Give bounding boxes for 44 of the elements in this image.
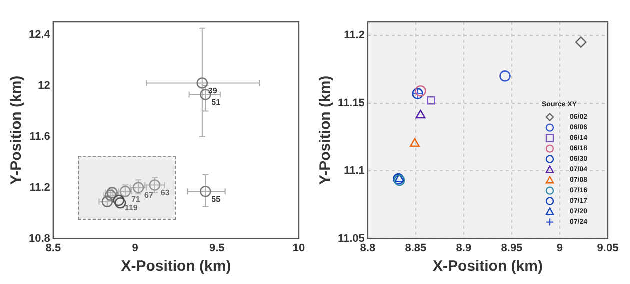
point — [410, 138, 420, 148]
x-tick-label: 10 — [292, 242, 306, 254]
y-tick-label: 12 — [38, 80, 50, 92]
point — [200, 186, 212, 198]
point — [500, 70, 511, 82]
annotation: 63 — [160, 188, 170, 198]
x-tick-label: 9.5 — [209, 242, 225, 254]
point — [394, 174, 405, 182]
x-tick-label: 8.8 — [360, 242, 376, 254]
point — [149, 180, 161, 191]
x-tick-label: 9 — [556, 242, 564, 254]
y-tick-label: 11.05 — [338, 232, 365, 245]
x-axis-title: X-Position (km) — [121, 258, 232, 276]
point — [113, 194, 125, 206]
x-tick-label: 9.05 — [597, 242, 619, 254]
x-tick-label: 8.85 — [405, 242, 427, 254]
annotation: 119 — [124, 204, 138, 213]
x-tick-label: 8.95 — [501, 242, 523, 254]
y-tick-label: 11.15 — [338, 97, 365, 110]
annotation: 55 — [212, 194, 222, 204]
annotation: 39 — [208, 86, 218, 96]
y-tick-label: 11.1 — [344, 165, 365, 178]
y-tick-label: 10.8 — [28, 232, 50, 245]
y-tick-label: 11.6 — [30, 130, 50, 143]
x-tick-label: 9 — [132, 242, 138, 254]
y-tick-label: 12.4 — [28, 28, 52, 41]
y-axis-title: Y-Position (km) — [8, 76, 26, 185]
annotation: 51 — [212, 98, 222, 107]
point — [120, 186, 132, 198]
x-tick-label: 8.9 — [456, 242, 472, 254]
x-tick-label: 8.5 — [46, 242, 62, 254]
point — [114, 197, 126, 209]
point — [416, 110, 426, 119]
point — [575, 36, 587, 48]
annotation: 71 — [131, 194, 141, 204]
x-axis-title: X-Position (km) — [432, 258, 543, 276]
y-tick-label: 11.2 — [344, 30, 365, 42]
point — [427, 96, 436, 105]
point — [132, 182, 144, 194]
y-axis-title: Y-Position (km) — [317, 76, 334, 185]
annotation: 67 — [144, 190, 154, 200]
point — [415, 85, 426, 97]
point — [196, 78, 208, 89]
y-tick-label: 11.2 — [30, 182, 50, 194]
